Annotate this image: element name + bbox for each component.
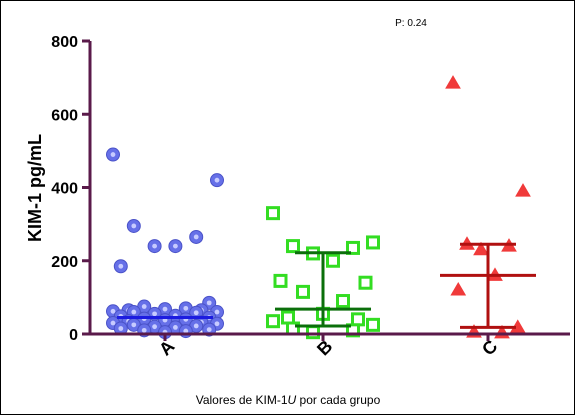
data-point-square bbox=[346, 240, 360, 255]
y-tick-label: 600 bbox=[51, 107, 78, 124]
data-point-square bbox=[306, 325, 320, 340]
data-point-square bbox=[296, 284, 310, 299]
data-point-highlight bbox=[110, 308, 116, 314]
data-point-square bbox=[366, 235, 380, 250]
series-B bbox=[266, 206, 380, 340]
data-point-square bbox=[351, 312, 365, 327]
data-point-highlight bbox=[152, 243, 158, 249]
data-point-triangle bbox=[445, 75, 461, 89]
data-point-highlight bbox=[173, 325, 178, 330]
data-point-highlight bbox=[193, 234, 199, 240]
data-point-highlight bbox=[141, 327, 147, 333]
data-point-highlight bbox=[110, 320, 116, 326]
data-point-highlight bbox=[131, 223, 137, 229]
y-tick-label: 0 bbox=[69, 327, 78, 344]
data-point-square bbox=[358, 275, 373, 290]
data-point-square bbox=[286, 239, 300, 254]
y-tick-label: 400 bbox=[51, 181, 78, 198]
data-point-triangle bbox=[515, 183, 531, 197]
data-point-square bbox=[366, 317, 380, 332]
x-axis-label: Valores de KIM-1U por cada grupo bbox=[196, 393, 381, 407]
data-point-square bbox=[346, 323, 360, 338]
data-point-square bbox=[266, 314, 280, 329]
data-point-highlight bbox=[183, 305, 189, 311]
data-point-highlight bbox=[214, 177, 220, 183]
data-point-highlight bbox=[131, 309, 137, 315]
x-axis-label-rest: por cada grupo bbox=[296, 393, 380, 407]
y-tick-label: 800 bbox=[51, 34, 78, 51]
series-C bbox=[440, 75, 536, 339]
data-point-highlight bbox=[141, 304, 147, 309]
x-categories: A B C bbox=[155, 334, 501, 359]
data-point-highlight bbox=[206, 300, 212, 306]
data-point-highlight bbox=[152, 311, 158, 317]
chart-marks bbox=[106, 75, 536, 340]
x-category-label: C bbox=[478, 336, 501, 359]
data-point-highlight bbox=[193, 310, 199, 316]
data-point-square bbox=[281, 310, 295, 325]
y-axis-label: KIM-1 pg/mL bbox=[25, 134, 45, 242]
data-point-square bbox=[336, 294, 350, 309]
data-point-square bbox=[266, 206, 280, 221]
data-point-highlight bbox=[173, 243, 178, 249]
data-point-highlight bbox=[193, 323, 199, 329]
data-point-triangle bbox=[473, 241, 489, 256]
data-point-highlight bbox=[152, 324, 158, 330]
data-point-highlight bbox=[118, 263, 124, 269]
data-point-square bbox=[273, 273, 288, 288]
data-point-highlight bbox=[162, 306, 168, 312]
x-category-label: A bbox=[155, 336, 178, 359]
x-category-label: B bbox=[313, 336, 336, 359]
data-point-highlight bbox=[110, 152, 116, 157]
data-point-triangle bbox=[450, 282, 467, 296]
x-axis-label-main: Valores de KIM-1 bbox=[196, 393, 288, 407]
data-point-highlight bbox=[214, 309, 220, 315]
series-A bbox=[106, 147, 224, 340]
y-ticks: 0 200 400 600 800 bbox=[51, 34, 90, 344]
x-axis-label-italic: U bbox=[288, 393, 297, 407]
data-point-highlight bbox=[206, 327, 212, 333]
data-point-highlight bbox=[131, 322, 137, 328]
y-tick-label: 200 bbox=[51, 254, 78, 271]
data-point-highlight bbox=[214, 321, 220, 327]
data-point-highlight bbox=[118, 326, 124, 331]
data-point-highlight bbox=[183, 328, 189, 334]
data-point-square bbox=[326, 253, 340, 268]
p-value-annotation: P: 0.24 bbox=[395, 18, 427, 29]
